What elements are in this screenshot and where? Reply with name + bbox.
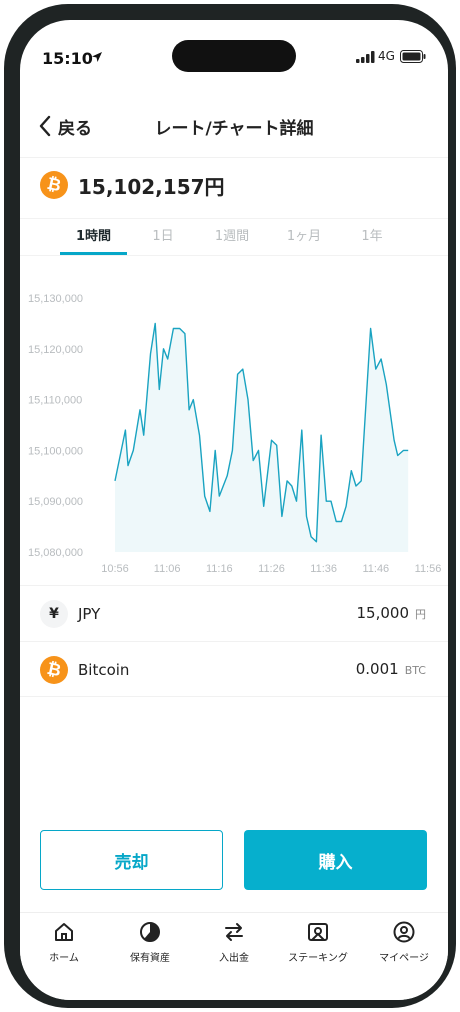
y-tick-label: 15,090,000 bbox=[28, 496, 83, 508]
page-title: レート/チャート詳細 bbox=[154, 119, 314, 139]
asset-name: JPY bbox=[78, 605, 101, 623]
nav-home[interactable]: ホーム bbox=[22, 921, 106, 971]
dynamic-island bbox=[172, 40, 296, 72]
y-tick-label: 15,080,000 bbox=[28, 547, 83, 559]
active-tab-indicator bbox=[60, 252, 127, 255]
nav-staking[interactable]: ステーキング bbox=[276, 921, 360, 971]
status-bar: 15:10 4G bbox=[20, 20, 448, 94]
signal-icon bbox=[356, 51, 375, 63]
nav-holdings[interactable]: 保有資産 bbox=[108, 921, 192, 971]
pie-chart-icon bbox=[140, 922, 160, 942]
back-button[interactable]: 戻る bbox=[38, 112, 92, 140]
back-label: 戻る bbox=[58, 118, 92, 139]
asset-amount: 15,000 bbox=[356, 604, 410, 622]
chevron-left-icon bbox=[39, 115, 51, 137]
x-tick-label: 11:06 bbox=[154, 563, 181, 575]
app-screen: 15:10 4G 戻る レート/チャート詳細 ₿ 15,102,15 bbox=[20, 20, 448, 1000]
sell-button[interactable]: 売却 bbox=[40, 830, 223, 890]
tab-1-day[interactable]: 1日 bbox=[152, 229, 174, 244]
nav-mypage[interactable]: マイページ bbox=[362, 921, 446, 971]
x-tick-label: 10:56 bbox=[101, 563, 129, 575]
yen-icon: ¥ bbox=[40, 600, 68, 628]
x-tick-label: 11:26 bbox=[258, 563, 285, 575]
battery-icon bbox=[400, 50, 426, 63]
phone-frame: 15:10 4G 戻る レート/チャート詳細 ₿ 15,102,15 bbox=[4, 4, 456, 1008]
transfer-icon bbox=[225, 923, 243, 941]
x-tick-label: 11:46 bbox=[362, 563, 389, 575]
tab-1-week[interactable]: 1週間 bbox=[214, 229, 250, 244]
bitcoin-icon: ₿ bbox=[40, 171, 68, 199]
status-time: 15:10 bbox=[42, 49, 93, 68]
price-area-fill bbox=[115, 323, 409, 552]
asset-amount: 0.001 bbox=[355, 660, 399, 678]
y-tick-label: 15,130,000 bbox=[28, 293, 83, 305]
nav-header: 戻る レート/チャート詳細 bbox=[20, 94, 448, 158]
asset-unit: 円 bbox=[415, 608, 426, 621]
current-price: 15,102,157円 bbox=[78, 174, 225, 199]
y-tick-label: 15,120,000 bbox=[28, 344, 83, 356]
tab-1-year[interactable]: 1年 bbox=[361, 229, 383, 244]
x-tick-label: 11:56 bbox=[415, 563, 442, 575]
asset-unit: BTC bbox=[404, 664, 426, 677]
bitcoin-icon: ₿ bbox=[40, 656, 68, 684]
current-price-row: ₿ 15,102,157円 bbox=[40, 164, 225, 206]
asset-row-jpy: ¥ JPY 15,000 円 bbox=[20, 585, 448, 641]
asset-row-bitcoin: ₿ Bitcoin 0.001 BTC bbox=[20, 641, 448, 697]
y-tick-label: 15,100,000 bbox=[28, 445, 83, 457]
tab-1-month[interactable]: 1ヶ月 bbox=[286, 229, 322, 244]
asset-name: Bitcoin bbox=[78, 661, 130, 679]
user-icon bbox=[393, 921, 415, 943]
staking-icon bbox=[308, 923, 328, 941]
location-arrow-icon bbox=[92, 52, 102, 62]
network-type: 4G bbox=[378, 49, 395, 63]
x-tick-label: 11:16 bbox=[206, 563, 233, 575]
x-tick-label: 11:36 bbox=[310, 563, 337, 575]
period-tabs: 1時間 1日 1週間 1ヶ月 1年 bbox=[20, 218, 448, 256]
tab-1-hour[interactable]: 1時間 bbox=[75, 229, 112, 244]
price-chart: 15,130,000 15,120,000 15,110,000 15,100,000… bbox=[28, 293, 442, 575]
price-line bbox=[114, 322, 409, 543]
y-tick-label: 15,110,000 bbox=[28, 395, 82, 407]
buy-button[interactable]: 購入 bbox=[244, 830, 427, 890]
home-icon bbox=[55, 923, 73, 941]
bottom-nav: ホーム 保有資産 入出金 ステーキング bbox=[20, 912, 448, 1000]
nav-deposit-withdraw[interactable]: 入出金 bbox=[192, 921, 276, 971]
